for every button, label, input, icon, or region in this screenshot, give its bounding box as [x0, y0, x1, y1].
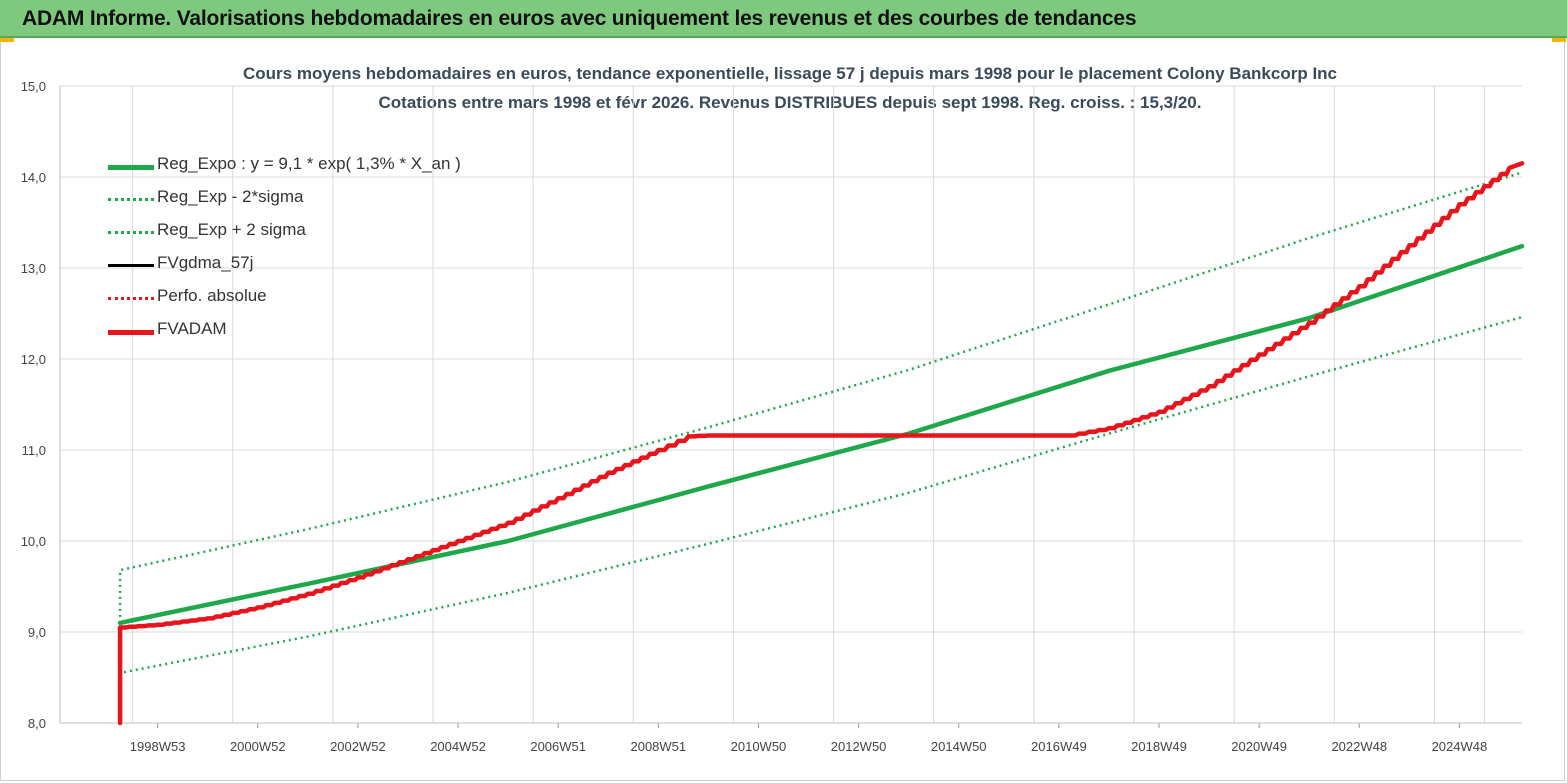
- legend-label: Reg_Exp + 2 sigma: [157, 220, 306, 239]
- legend-label: Reg_Expo : y = 9,1 * exp( 1,3% * X_an ): [157, 154, 461, 173]
- y-tick-label: 9,0: [28, 625, 46, 640]
- chart-title: Cours moyens hebdomadaires en euros, ten…: [242, 64, 1338, 83]
- legend-item: FVADAM: [108, 319, 528, 343]
- legend-label: Perfo. absolue: [157, 286, 267, 305]
- corner-marker-right: [1552, 38, 1566, 42]
- legend-label: Reg_Exp - 2*sigma: [157, 187, 304, 206]
- page-title: ADAM Informe. Valorisations hebdomadaire…: [22, 7, 1137, 30]
- chart-subtitle: Cotations entre mars 1998 et févr 2026. …: [378, 93, 1202, 112]
- x-tick-label: 2002W52: [330, 739, 386, 754]
- legend-swatch: [108, 165, 154, 170]
- y-tick-label: 13,0: [21, 261, 46, 276]
- series-line-1: [118, 315, 1523, 675]
- series-line-0: [117, 243, 1525, 626]
- y-tick-label: 10,0: [21, 534, 46, 549]
- legend-label: FVgdma_57j: [157, 253, 254, 272]
- x-tick-label: 2020W49: [1231, 739, 1287, 754]
- y-tick-label: 11,0: [22, 443, 46, 458]
- y-tick-label: 8,0: [28, 716, 46, 731]
- header-bar: ADAM Informe. Valorisations hebdomadaire…: [0, 0, 1567, 38]
- x-tick-label: 2008W51: [630, 739, 686, 754]
- legend-item: Reg_Exp - 2*sigma: [108, 187, 528, 211]
- x-tick-label: 2022W48: [1331, 739, 1387, 754]
- x-tick-label: 2000W52: [230, 739, 286, 754]
- x-tick-label: 1998W53: [130, 739, 186, 754]
- x-tick-label: 2016W49: [1031, 739, 1087, 754]
- legend-item: Reg_Exp + 2 sigma: [108, 220, 528, 244]
- x-tick-label: 2024W48: [1432, 739, 1488, 754]
- legend-swatch: [108, 297, 154, 300]
- legend-swatch: [108, 198, 154, 201]
- legend-item: FVgdma_57j: [108, 253, 528, 277]
- legend-swatch: [108, 231, 154, 234]
- corner-marker-left: [0, 38, 14, 42]
- x-tick-label: 2004W52: [430, 739, 486, 754]
- x-tick-label: 2010W50: [731, 739, 787, 754]
- x-tick-label: 2012W50: [831, 739, 887, 754]
- legend-item: Reg_Expo : y = 9,1 * exp( 1,3% * X_an ): [108, 154, 528, 178]
- legend-label: FVADAM: [157, 319, 227, 338]
- series-line-5: [117, 161, 1525, 726]
- y-tick-label: 14,0: [21, 170, 46, 185]
- x-tick-label: 2006W51: [530, 739, 586, 754]
- y-tick-label: 12,0: [21, 352, 46, 367]
- x-tick-label: 2014W50: [931, 739, 987, 754]
- x-tick-label: 2018W49: [1131, 739, 1187, 754]
- y-tick-label: 15,0: [21, 79, 46, 94]
- legend-item: Perfo. absolue: [108, 286, 528, 310]
- series-line-2: [118, 171, 1523, 623]
- legend-swatch: [108, 264, 154, 267]
- legend-swatch: [108, 330, 154, 335]
